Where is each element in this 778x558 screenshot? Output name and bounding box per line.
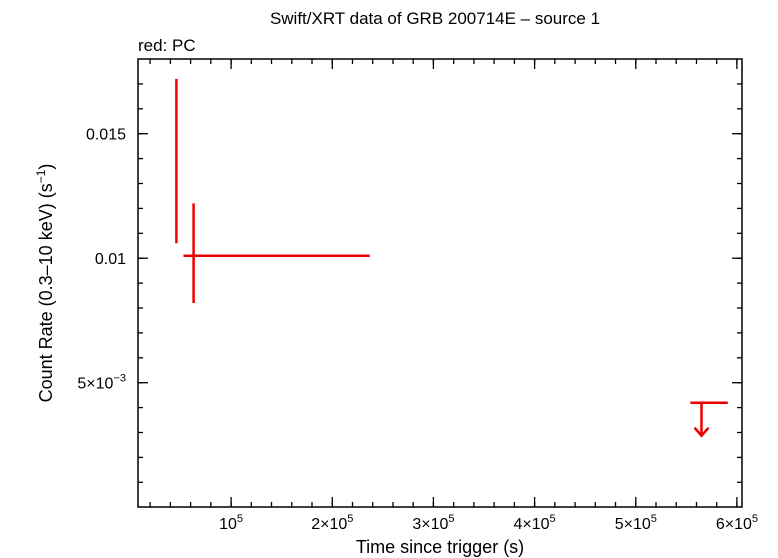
x-tick-mantissa: 5× <box>615 516 633 533</box>
axis-ticks <box>138 59 742 507</box>
x-tick-mantissa: 2× <box>311 516 329 533</box>
x-tick-base: 10 <box>219 516 237 533</box>
x-tick-label: 2×105 <box>311 513 353 533</box>
x-tick-label: 5×105 <box>615 513 657 533</box>
upper-limit-arrow-head <box>693 426 710 438</box>
instrument-mode-note: red: PC <box>138 36 196 55</box>
x-tick-exponent: 5 <box>550 513 556 525</box>
x-tick-label: 6×105 <box>716 513 758 533</box>
x-tick-base: 10 <box>633 516 651 533</box>
x-tick-exponent: 5 <box>448 513 454 525</box>
chart-title: Swift/XRT data of GRB 200714E – source 1 <box>270 9 600 28</box>
x-axis-title: Time since trigger (s) <box>356 537 524 557</box>
y-tick-labels: 5×10−3 0.01 0.015 <box>77 127 126 393</box>
y-tick-label: 0.015 <box>86 127 126 144</box>
y-axis-title-main: Count Rate (0.3–10 keV) (s <box>36 183 56 402</box>
x-tick-base: 10 <box>431 516 449 533</box>
y-axis-title-sup: −1 <box>34 169 48 183</box>
x-tick-exponent: 5 <box>237 513 243 525</box>
x-tick-label: 4×105 <box>514 513 556 533</box>
x-tick-mantissa: 6× <box>716 516 734 533</box>
x-tick-mantissa: 3× <box>412 516 430 533</box>
x-tick-exponent: 5 <box>347 513 353 525</box>
data-marks <box>175 78 728 438</box>
y-tick-exponent: −3 <box>113 373 126 385</box>
y-tick-label: 0.01 <box>95 251 126 268</box>
y-tick-label: 5×10−3 <box>77 373 126 393</box>
x-tick-labels: 105 2×105 3×105 4×105 5×105 6×105 <box>219 513 758 533</box>
x-tick-base: 10 <box>532 516 550 533</box>
y-tick-mantissa: 5×10 <box>77 376 113 393</box>
x-tick-exponent: 5 <box>752 513 758 525</box>
x-tick-base: 10 <box>329 516 347 533</box>
plot-frame <box>137 58 743 508</box>
y-axis-title: Count Rate (0.3–10 keV) (s−1) <box>34 164 56 403</box>
y-axis-title-end: ) <box>36 164 56 170</box>
x-tick-base: 10 <box>734 516 752 533</box>
x-tick-exponent: 5 <box>651 513 657 525</box>
x-tick-label: 3×105 <box>412 513 454 533</box>
x-tick-mantissa: 4× <box>514 516 532 533</box>
x-tick-label: 105 <box>219 513 243 533</box>
